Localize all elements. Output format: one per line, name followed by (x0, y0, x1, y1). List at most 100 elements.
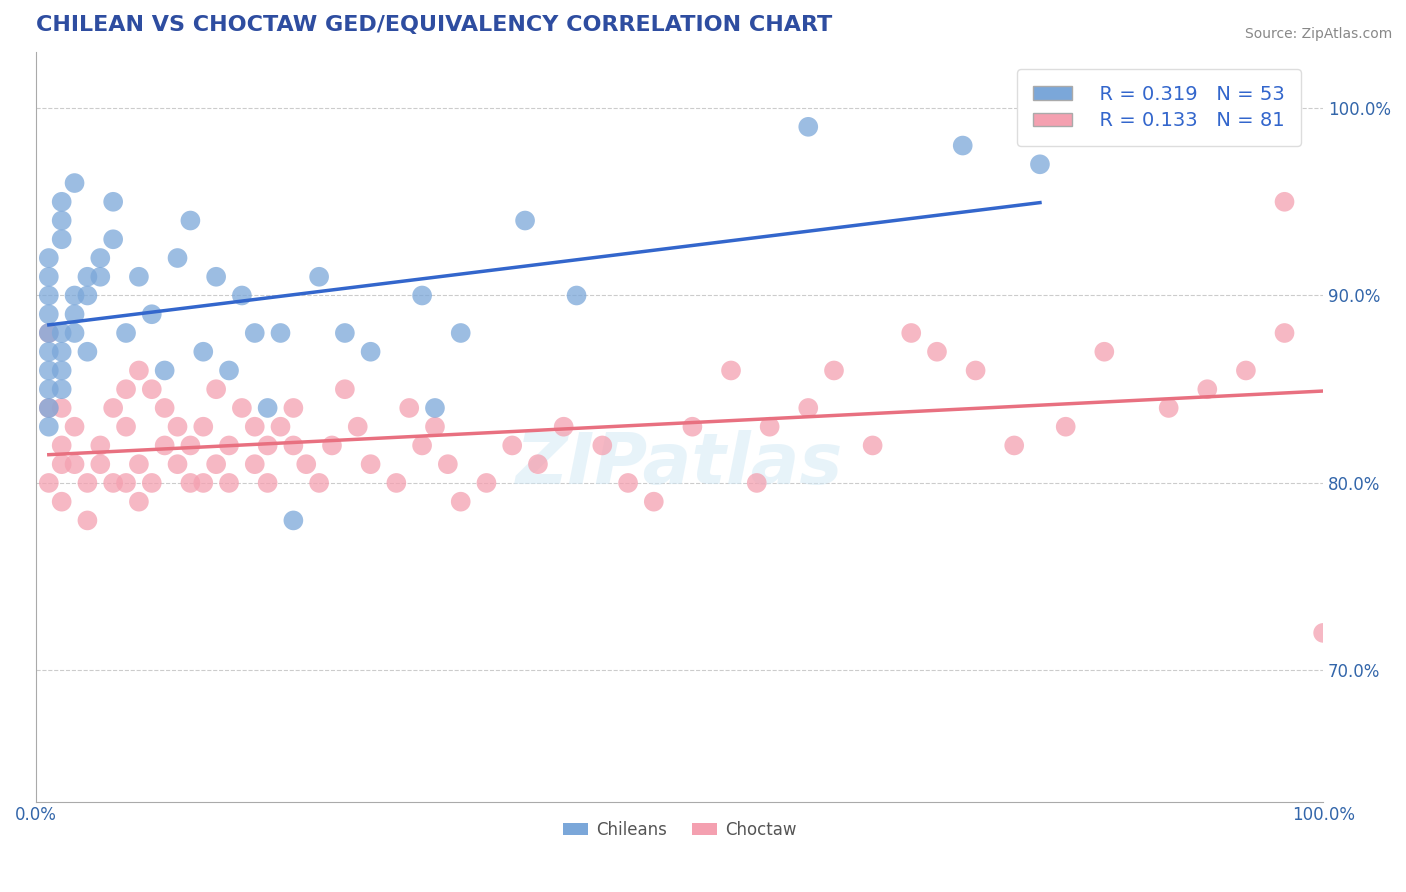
Point (591, 438, 613, 452)
Point (231, 401, 253, 415)
Point (270, 419, 292, 434)
Point (243, 457, 266, 471)
Point (76, 475, 98, 490)
Point (360, 344, 382, 359)
Point (308, 269, 330, 284)
Point (76, 344, 98, 359)
Point (76, 269, 98, 284)
Point (1274, 326, 1296, 340)
Point (295, 457, 318, 471)
Point (745, 475, 768, 490)
Point (720, 363, 742, 377)
Point (321, 438, 343, 452)
Point (38, 326, 60, 340)
Point (952, 138, 974, 153)
Point (1029, 157, 1052, 171)
Point (218, 475, 240, 490)
Point (76, 288, 98, 302)
Point (38, 269, 60, 284)
Point (1234, 363, 1257, 377)
Point (333, 382, 356, 396)
Point (283, 513, 305, 527)
Point (51, 438, 73, 452)
Point (38, 251, 60, 265)
Point (205, 382, 228, 396)
Point (51, 401, 73, 415)
Text: CHILEAN VS CHOCTAW GED/EQUIVALENCY CORRELATION CHART: CHILEAN VS CHOCTAW GED/EQUIVALENCY CORRE… (37, 15, 832, 35)
Point (51, 363, 73, 377)
Point (115, 475, 138, 490)
Point (256, 475, 278, 490)
Point (115, 419, 138, 434)
Point (38, 363, 60, 377)
Point (1092, 344, 1115, 359)
Point (153, 363, 176, 377)
Point (513, 213, 536, 227)
Point (205, 457, 228, 471)
Point (385, 475, 408, 490)
Point (63, 419, 86, 434)
Point (115, 382, 138, 396)
Point (1157, 401, 1180, 415)
Point (89, 457, 111, 471)
Point (51, 344, 73, 359)
Point (166, 457, 188, 471)
Point (900, 326, 922, 340)
Point (38, 401, 60, 415)
Point (38, 344, 60, 359)
Point (89, 251, 111, 265)
Point (76, 513, 98, 527)
Point (193, 419, 215, 434)
Legend: Chileans, Choctaw: Chileans, Choctaw (555, 814, 803, 846)
Point (1274, 194, 1296, 209)
Point (256, 401, 278, 415)
Point (51, 457, 73, 471)
Point (193, 344, 215, 359)
Point (205, 269, 228, 284)
Point (398, 401, 420, 415)
Point (681, 419, 703, 434)
Point (89, 269, 111, 284)
Point (193, 475, 215, 490)
Point (38, 288, 60, 302)
Point (965, 363, 987, 377)
Point (231, 288, 253, 302)
Point (862, 438, 884, 452)
Point (63, 176, 86, 190)
Point (153, 438, 176, 452)
Point (1197, 382, 1219, 396)
Point (501, 438, 523, 452)
Point (38, 326, 60, 340)
Point (101, 401, 124, 415)
Point (423, 419, 446, 434)
Point (218, 363, 240, 377)
Point (128, 363, 150, 377)
Point (617, 475, 640, 490)
Point (38, 401, 60, 415)
Point (256, 438, 278, 452)
Point (63, 288, 86, 302)
Point (63, 457, 86, 471)
Point (1054, 419, 1077, 434)
Point (101, 475, 124, 490)
Point (153, 401, 176, 415)
Point (283, 401, 305, 415)
Point (346, 419, 368, 434)
Point (308, 475, 330, 490)
Point (475, 475, 498, 490)
Point (166, 251, 188, 265)
Point (63, 326, 86, 340)
Point (166, 419, 188, 434)
Point (51, 382, 73, 396)
Point (218, 438, 240, 452)
Point (360, 457, 382, 471)
Point (758, 419, 780, 434)
Point (179, 213, 201, 227)
Point (38, 382, 60, 396)
Point (141, 307, 163, 321)
Point (51, 326, 73, 340)
Point (527, 457, 550, 471)
Point (63, 307, 86, 321)
Point (101, 194, 124, 209)
Point (51, 494, 73, 508)
